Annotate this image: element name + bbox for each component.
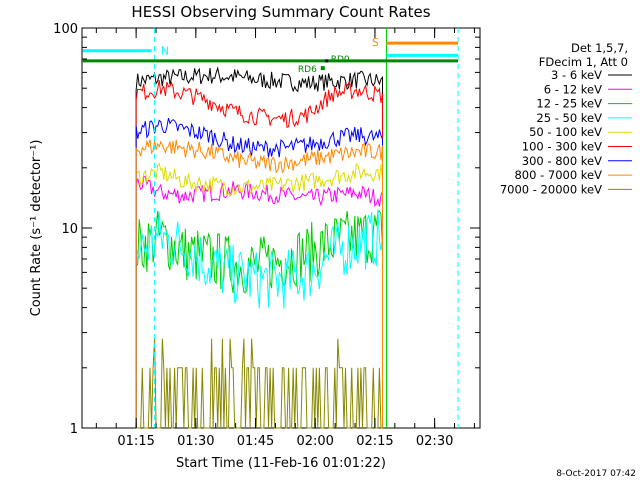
legend-entry-label: 7000 - 20000 keV [500, 182, 602, 196]
x-tick-label: 02:15 [356, 434, 393, 449]
rd0-marker [325, 59, 329, 63]
x-axis-label: Start Time (11-Feb-16 01:01:22) [176, 456, 386, 471]
y-axis-label: Count Rate (s⁻¹ detector⁻¹) [29, 140, 44, 317]
rd6-marker [320, 66, 325, 71]
series-trace-5 [135, 80, 383, 428]
series-trace-2 [135, 210, 383, 428]
rd0-annotation: RD0 [331, 55, 350, 65]
rd6-annotation: RD6 [298, 65, 317, 75]
chart-title: HESSI Observing Summary Count Rates [131, 3, 430, 21]
x-tick-label: 02:00 [296, 434, 333, 449]
legend-entry-label: 12 - 25 keV [536, 97, 602, 111]
legend-entry-label: 6 - 12 keV [544, 82, 602, 96]
plot-frame [81, 27, 481, 429]
series-trace-7 [135, 139, 383, 428]
series-traces [135, 66, 383, 429]
x-axis: 01:15 01:30 01:45 02:00 02:15 02:30 [95, 28, 475, 449]
x-tick-label: 01:45 [237, 434, 274, 449]
legend-header: FDecim 1, Att 0 [539, 55, 628, 69]
x-tick-label: 02:30 [416, 434, 453, 449]
y-tick-label: 100 [53, 22, 78, 37]
series-trace-4 [135, 162, 383, 428]
footer-timestamp: 8-Oct-2017 07:42 [556, 469, 636, 479]
legend-entry-label: 300 - 800 keV [522, 154, 602, 168]
series-trace-0 [135, 66, 383, 428]
legend-entry-label: 100 - 300 keV [522, 140, 602, 154]
s-annotation: S [372, 36, 379, 49]
plot-overlays: N S RD6 RD0 [82, 28, 459, 428]
series-trace-8 [136, 338, 383, 429]
x-tick-label: 01:30 [177, 434, 214, 449]
series-trace-6 [135, 117, 383, 428]
series-trace-3 [135, 209, 383, 428]
y-axis: 1 10 100 [53, 22, 480, 437]
legend-header: Det 1,5,7, [571, 41, 628, 55]
legend-entry-label: 50 - 100 keV [529, 125, 602, 139]
legend-entry-label: 25 - 50 keV [536, 111, 602, 125]
series-trace-1 [135, 175, 383, 428]
n-annotation: N [161, 45, 169, 58]
legend-entry-label: 3 - 6 keV [551, 68, 602, 82]
y-tick-label: 10 [61, 222, 78, 237]
x-tick-label: 01:15 [117, 434, 154, 449]
y-tick-label: 1 [70, 422, 78, 437]
legend-entry-label: 800 - 7000 keV [514, 168, 602, 182]
